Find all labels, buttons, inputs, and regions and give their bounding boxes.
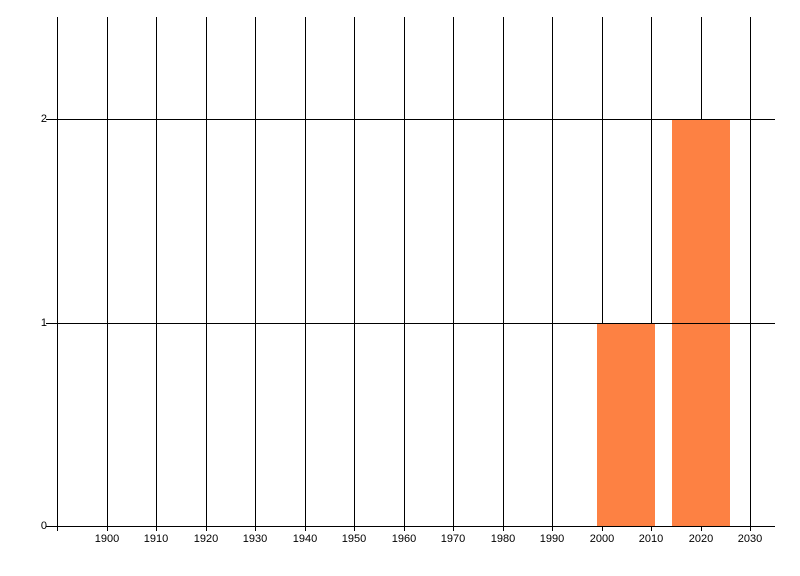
x-tick-label-2000: 2000 — [589, 533, 615, 545]
vertical-gridline-1890 — [57, 17, 58, 531]
x-axis-line — [46, 526, 775, 527]
x-tick-label-1950: 1950 — [341, 533, 367, 545]
x-tick-label-1930: 1930 — [242, 533, 268, 545]
x-tick-label-1960: 1960 — [391, 533, 417, 545]
vertical-gridline-1950 — [354, 17, 355, 531]
vertical-gridline-1970 — [453, 17, 454, 531]
x-tick-label-1910: 1910 — [143, 533, 169, 545]
vertical-gridline-1960 — [404, 17, 405, 531]
x-tick-label-1940: 1940 — [292, 533, 318, 545]
y-tick-label-0: 0 — [40, 520, 47, 532]
bar-2005 — [597, 323, 655, 526]
vertical-gridline-1920 — [206, 17, 207, 531]
vertical-gridline-1940 — [305, 17, 306, 531]
vertical-gridline-1980 — [503, 17, 504, 531]
x-tick-label-2010: 2010 — [638, 533, 664, 545]
x-tick-label-1970: 1970 — [440, 533, 466, 545]
vertical-gridline-1990 — [552, 17, 553, 531]
y-tick-label-2: 2 — [40, 113, 47, 125]
horizontal-gridline-1 — [46, 323, 775, 324]
vertical-gridline-1910 — [156, 17, 157, 531]
vertical-gridline-2010 — [651, 17, 652, 531]
vertical-gridline-1900 — [107, 17, 108, 531]
x-tick-label-2030: 2030 — [737, 533, 763, 545]
x-tick-label-1920: 1920 — [193, 533, 219, 545]
horizontal-gridline-2 — [46, 119, 775, 120]
vertical-gridline-2030 — [750, 17, 751, 531]
x-tick-label-1990: 1990 — [539, 533, 565, 545]
x-tick-label-2020: 2020 — [688, 533, 714, 545]
vertical-gridline-1930 — [255, 17, 256, 531]
vertical-gridline-2000 — [602, 17, 603, 531]
x-tick-label-1900: 1900 — [94, 533, 120, 545]
bar-2020 — [672, 119, 730, 526]
x-tick-label-1980: 1980 — [490, 533, 516, 545]
y-tick-label-1: 1 — [40, 317, 47, 329]
